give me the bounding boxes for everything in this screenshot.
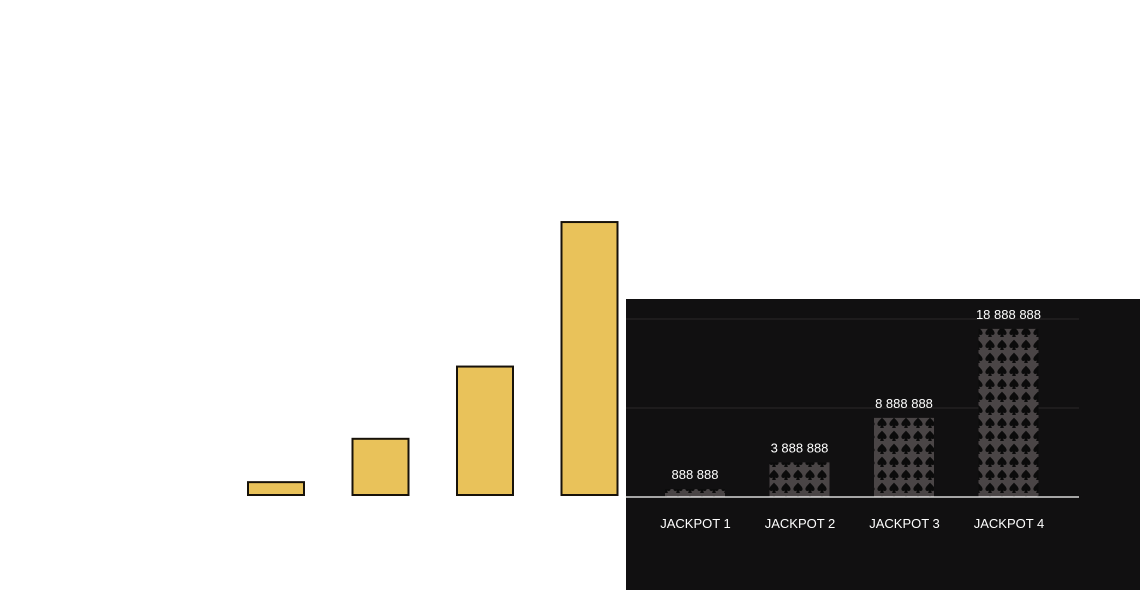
value-label-3: 8 888 888	[875, 396, 933, 411]
jackpot-bar-chart: 888 888 JACKPOT 1 3 888 888 JACKPOT 2 8 888 …	[626, 299, 1140, 590]
value-label-4: 18 888 888	[976, 307, 1041, 322]
gold-bar-3	[456, 365, 514, 496]
jackpot-bar-4	[978, 328, 1039, 497]
category-label-4: JACKPOT 4	[974, 516, 1045, 531]
gold-bar-1	[247, 481, 305, 497]
jackpot-bar-1	[665, 489, 725, 497]
jackpot-bar-2	[769, 462, 830, 497]
gold-bar-chart	[247, 221, 619, 497]
gold-bar-4	[560, 221, 619, 496]
value-label-2: 3 888 888	[771, 440, 829, 455]
gold-bar-2	[351, 437, 410, 497]
jackpot-bar-3	[874, 417, 934, 497]
category-label-1: JACKPOT 1	[660, 516, 731, 531]
category-label-3: JACKPOT 3	[869, 516, 940, 531]
value-label-1: 888 888	[672, 467, 719, 482]
category-label-2: JACKPOT 2	[765, 516, 836, 531]
